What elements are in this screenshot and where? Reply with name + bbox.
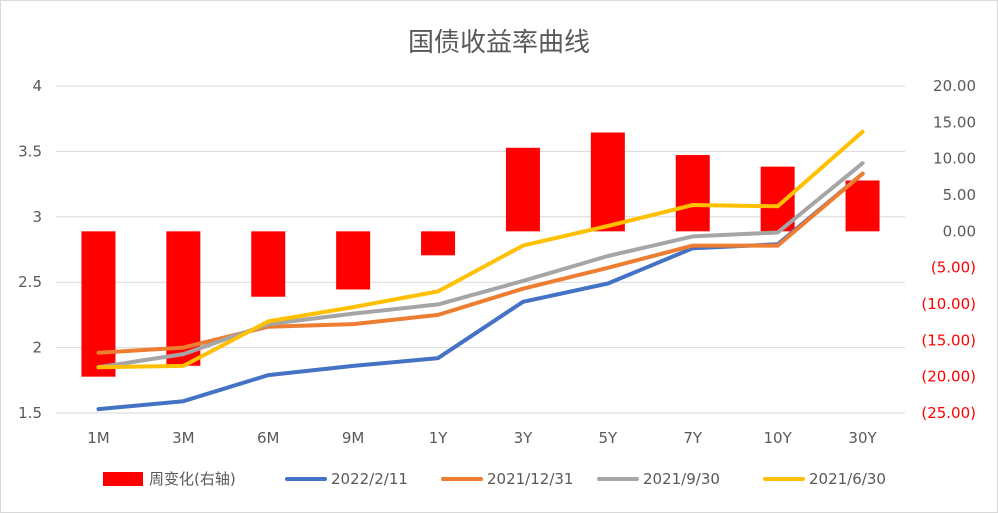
- legend-label-bar: 周变化(右轴): [149, 470, 236, 488]
- right-tick-label: (15.00): [921, 331, 976, 349]
- left-tick-label: 4: [32, 77, 42, 95]
- bar-weekly-change: [421, 231, 456, 256]
- right-tick-label: (20.00): [921, 368, 976, 386]
- bar-weekly-change: [336, 231, 371, 290]
- x-axis-ticks: 1M 3M 6M 9M 1Y 3Y 5Y 7Y 10Y 30Y: [87, 429, 877, 447]
- bar-weekly-change: [845, 180, 880, 232]
- bar-weekly-change: [251, 231, 286, 297]
- line-2021/9/30: [96, 161, 865, 370]
- left-tick-label: 3.5: [18, 142, 42, 160]
- x-tick-label: 1Y: [429, 429, 449, 447]
- x-tick-label: 10Y: [764, 429, 793, 447]
- x-tick-label: 3M: [172, 429, 195, 447]
- legend-label-series: 2022/2/11: [331, 470, 408, 488]
- line-2021/6/30: [96, 129, 865, 370]
- right-tick-label: 20.00: [933, 77, 976, 95]
- right-tick-label: 5.00: [943, 186, 976, 204]
- bar-weekly-change: [675, 155, 710, 232]
- x-tick-label: 7Y: [683, 429, 703, 447]
- left-axis-ticks: 1.5 2 2.5 3 3.5 4: [18, 77, 42, 422]
- bar-weekly-change: [505, 147, 540, 232]
- legend-swatch-bar: [103, 472, 143, 486]
- right-tick-label: 10.00: [933, 150, 976, 168]
- legend-label-series: 2021/12/31: [487, 470, 573, 488]
- left-tick-label: 2.5: [18, 273, 42, 291]
- right-tick-label: 15.00: [933, 113, 976, 131]
- bar-weekly-change: [81, 231, 116, 377]
- chart-title: 国债收益率曲线: [408, 28, 590, 58]
- line-series: [96, 129, 865, 412]
- x-tick-label: 5Y: [598, 429, 618, 447]
- line-2021/12/31: [96, 171, 865, 355]
- legend-label-series: 2021/6/30: [809, 470, 886, 488]
- x-tick-label: 3Y: [514, 429, 534, 447]
- right-tick-label: (10.00): [921, 295, 976, 313]
- x-tick-label: 9M: [342, 429, 365, 447]
- x-tick-label: 1M: [87, 429, 110, 447]
- legend-label-series: 2021/9/30: [643, 470, 720, 488]
- left-tick-label: 3: [32, 208, 42, 226]
- x-tick-label: 30Y: [848, 429, 877, 447]
- right-tick-label: 0.00: [943, 222, 976, 240]
- x-tick-label: 6M: [257, 429, 280, 447]
- left-tick-label: 1.5: [18, 404, 42, 422]
- right-axis-ticks: (25.00) (20.00) (15.00) (10.00) (5.00) 0.00 5.…: [921, 77, 976, 422]
- right-tick-label: (25.00): [921, 404, 976, 422]
- bar-series: [81, 132, 880, 377]
- legend: 周变化(右轴) 2022/2/11 2021/12/31 2021/9/30 2021/…: [103, 470, 886, 488]
- bar-weekly-change: [590, 132, 625, 232]
- right-tick-label: (5.00): [931, 259, 976, 277]
- left-tick-label: 2: [32, 339, 42, 357]
